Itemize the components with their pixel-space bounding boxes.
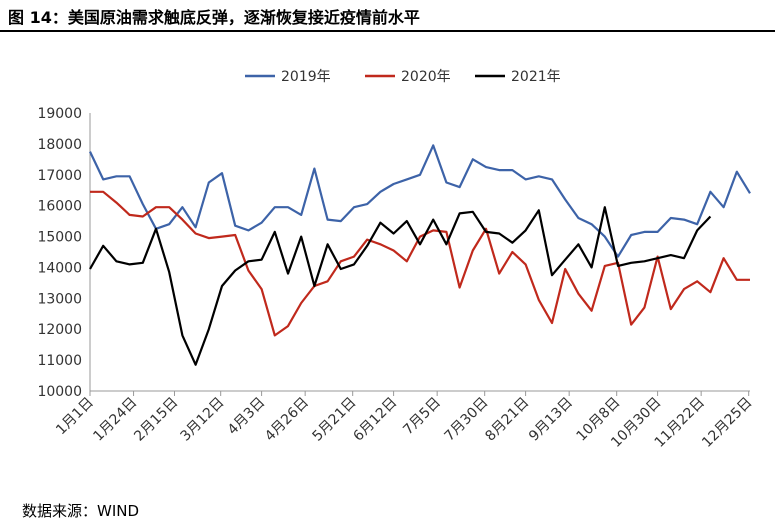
x-tick-label: 7月5日 [400, 395, 444, 439]
x-tick-label: 12月25日 [699, 395, 755, 451]
x-tick-label: 1月24日 [90, 395, 140, 445]
y-tick-label: 13000 [37, 291, 82, 307]
x-tick-label: 2月15日 [131, 395, 181, 445]
x-tick-label: 3月12日 [177, 395, 227, 445]
y-axis: 10000 11000 12000 13000 14000 15000 16000 17000… [37, 106, 91, 400]
y-tick-label: 17000 [37, 168, 82, 184]
x-tick-label: 5月21日 [309, 395, 359, 445]
title-divider [0, 30, 775, 32]
y-tick-label: 15000 [37, 230, 82, 246]
y-tick-label: 16000 [37, 199, 82, 215]
chart-legend: 2019年 2020年 2021年 [245, 69, 561, 85]
figure-title: 图 14：美国原油需求触底反弹，逐渐恢复接近疫情前水平 [8, 8, 420, 27]
x-tick-label: 6月12日 [350, 395, 400, 445]
legend-label: 2020年 [401, 69, 451, 85]
y-tick-label: 12000 [37, 322, 82, 338]
series-line-2 [90, 190, 750, 337]
series-line-3 [89, 206, 712, 366]
y-tick-label: 19000 [37, 106, 82, 122]
x-tick-label: 4月3日 [225, 395, 269, 439]
y-tick-label: 18000 [37, 137, 82, 153]
x-tick-label: 8月21日 [482, 395, 532, 445]
chart-series [89, 144, 751, 366]
x-tick-label: 9月13日 [526, 395, 576, 445]
x-tick-label: 7月30日 [441, 395, 491, 445]
legend-label: 2019年 [281, 69, 331, 85]
x-tick-label: 4月26日 [262, 395, 312, 445]
y-tick-label: 14000 [37, 260, 82, 276]
y-tick-label: 11000 [37, 353, 82, 369]
y-tick-label: 10000 [37, 384, 82, 400]
legend-label: 2021年 [511, 69, 561, 85]
data-source: 数据来源：WIND [22, 502, 140, 520]
series-line-1 [89, 144, 751, 258]
x-tick-label: 1月1日 [53, 395, 97, 439]
